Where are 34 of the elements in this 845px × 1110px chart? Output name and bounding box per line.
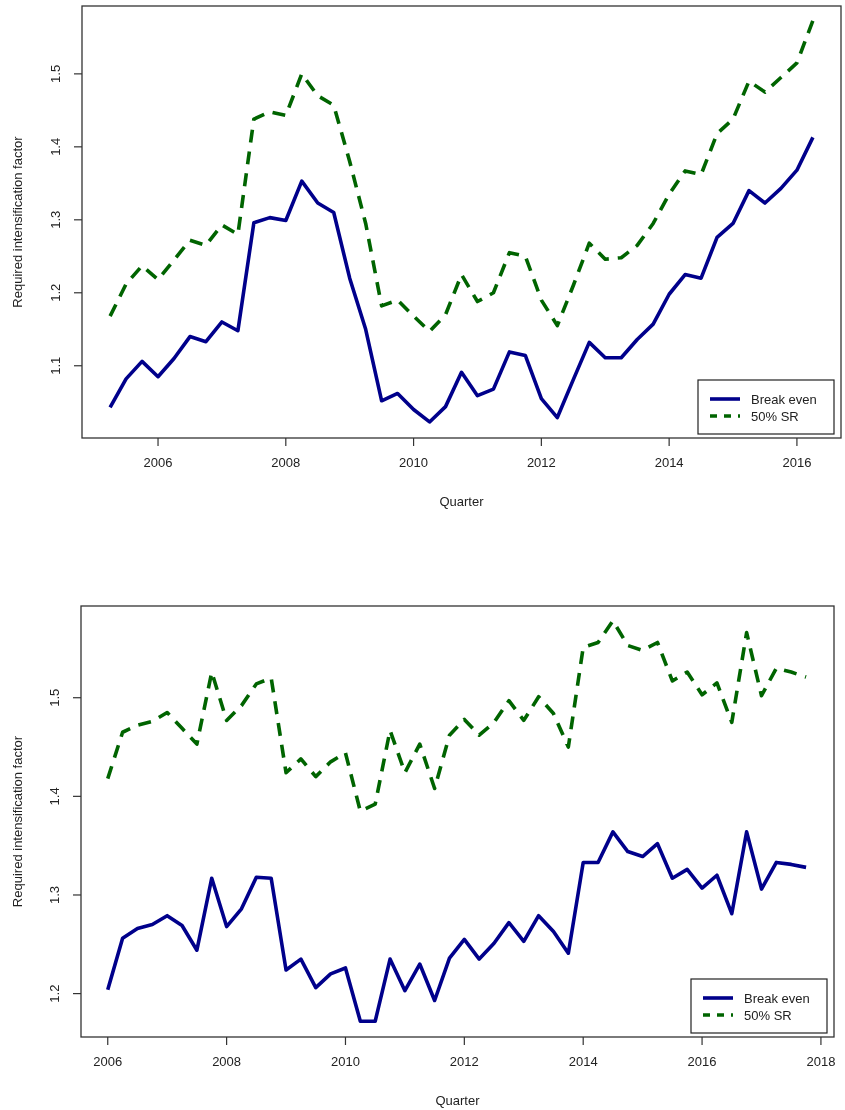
y-tick-label: 1.1 bbox=[48, 356, 63, 375]
x-tick-label: 2006 bbox=[143, 455, 173, 470]
x-tick-label: 2012 bbox=[526, 455, 556, 470]
legend-label: 50% SR bbox=[744, 1008, 792, 1023]
x-tick-label: 2008 bbox=[212, 1054, 242, 1069]
y-tick-label: 1.4 bbox=[47, 787, 62, 806]
y-axis-title: Required intensification factor bbox=[10, 135, 25, 308]
x-tick-label: 2018 bbox=[806, 1054, 836, 1069]
x-axis-title: Quarter bbox=[439, 494, 485, 509]
y-tick-label: 1.5 bbox=[47, 688, 62, 707]
legend-label: Break even bbox=[751, 392, 817, 407]
line-series bbox=[105, 618, 808, 813]
x-tick-label: 2010 bbox=[399, 455, 429, 470]
y-tick-label: 1.3 bbox=[47, 885, 62, 905]
x-tick-label: 2016 bbox=[687, 1054, 717, 1069]
y-axis-title: Required intensification factor bbox=[10, 735, 25, 908]
y-tick-label: 1.2 bbox=[48, 283, 63, 302]
x-tick-label: 2014 bbox=[568, 1054, 598, 1069]
y-tick-label: 1.4 bbox=[48, 137, 63, 156]
x-tick-label: 2006 bbox=[93, 1054, 123, 1069]
x-tick-label: 2016 bbox=[782, 455, 812, 470]
legend-label: Break even bbox=[744, 991, 810, 1006]
x-tick-label: 2012 bbox=[449, 1054, 479, 1069]
x-tick-label: 2010 bbox=[331, 1054, 360, 1069]
y-tick-label: 1.5 bbox=[48, 64, 63, 83]
legend-label: 50% SR bbox=[751, 409, 799, 424]
line-series bbox=[108, 135, 815, 424]
line-series bbox=[108, 18, 815, 334]
line-series bbox=[105, 830, 808, 1024]
x-tick-label: 2008 bbox=[271, 455, 301, 470]
y-tick-label: 1.2 bbox=[47, 984, 62, 1003]
y-tick-label: 1.3 bbox=[48, 210, 63, 229]
x-tick-label: 2014 bbox=[654, 455, 684, 470]
x-axis-title: Quarter bbox=[435, 1093, 481, 1108]
